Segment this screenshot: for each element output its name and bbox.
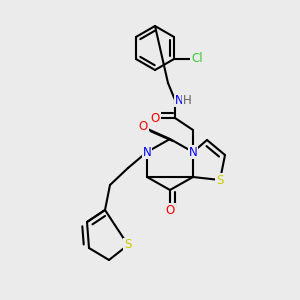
Text: Cl: Cl xyxy=(191,52,203,65)
Text: O: O xyxy=(138,121,148,134)
Text: O: O xyxy=(150,112,160,124)
Text: N: N xyxy=(189,146,197,158)
Text: S: S xyxy=(216,173,224,187)
Text: S: S xyxy=(124,238,132,251)
Text: N: N xyxy=(142,146,152,158)
Text: O: O xyxy=(165,203,175,217)
Text: N: N xyxy=(175,94,183,106)
Text: H: H xyxy=(183,94,191,106)
